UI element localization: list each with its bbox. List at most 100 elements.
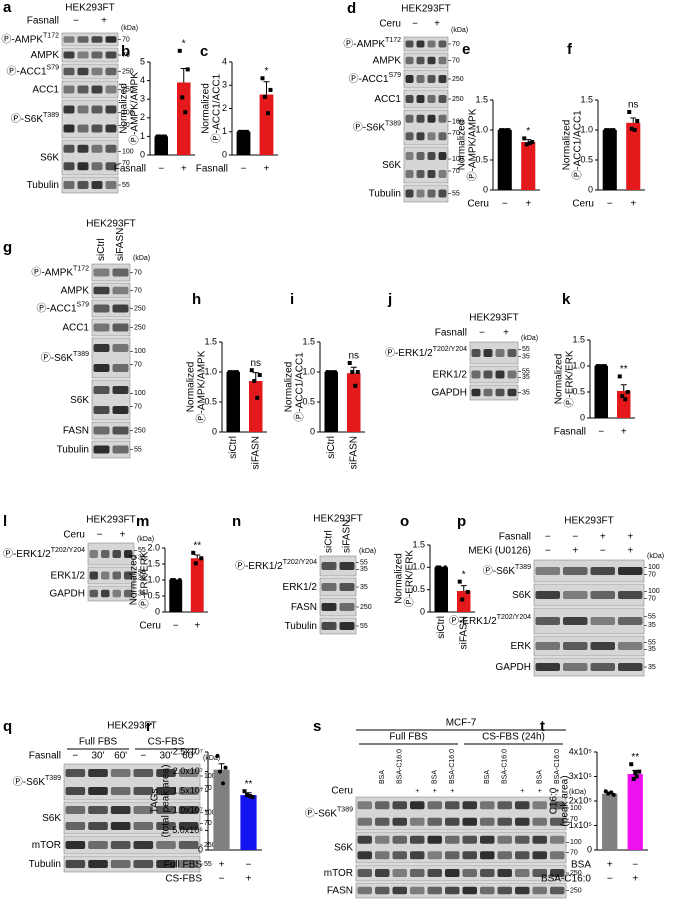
data-point [606,128,611,132]
panel-letter: o [400,513,409,530]
row-label: ERK1/2 [433,369,468,380]
protein-name: mTOR [324,868,353,879]
x-axis-label: Fasnall [196,164,228,175]
kda-marker: 35 [522,374,530,381]
x-axis-label: Ceru [572,199,594,210]
y-tick-label: 1.0 [147,574,160,584]
band [445,886,460,895]
band [532,869,547,877]
data-point [609,790,614,795]
data-point [172,578,177,582]
lane-label: BSA-C16:0 [449,749,456,784]
panel-letter: t [540,718,545,735]
y-axis-label: Ⓟ-AMPK/AMPK [196,350,208,423]
x-tick-label: + [181,164,187,175]
row-label: S6K [334,842,353,853]
band [105,51,117,59]
data-point [632,128,637,132]
band [410,817,425,826]
band [392,851,407,860]
site: T172 [73,265,89,272]
bar [259,94,274,155]
band [101,571,110,580]
bar [236,131,251,155]
band [105,85,117,94]
band [357,851,372,860]
lane-mark: − [572,532,578,543]
error-bar [620,384,627,391]
protein-name: S6K [42,813,61,824]
bar [457,591,471,612]
y-tick-label: 0 [310,426,315,436]
row-label: Tubulin [27,180,59,191]
band [427,817,442,826]
lane-mark: + [555,788,559,795]
band [93,386,110,394]
band [178,822,199,830]
data-point [617,374,622,379]
data-point [268,87,273,92]
y-axis-label: Normalized [394,553,405,604]
y-axis-label: Normalized [201,83,212,134]
protein-name: ERK [510,641,531,652]
y-tick-label: 0 [483,184,488,194]
header-label: Fasnall [29,751,61,762]
band [410,869,425,877]
kda-unit: (kDa) [133,255,150,262]
band [93,364,110,372]
row-label: Ⓟ-AMPKT172 [343,37,401,50]
row-label: FASN [291,602,317,613]
kda-marker: 35 [360,566,368,573]
kda-marker: 35 [648,622,656,629]
band [462,801,477,810]
band [563,591,588,599]
site: S79 [389,72,402,79]
lane-mark: − [545,532,551,543]
lane-mark: 60' [114,751,127,762]
row-label: S6K [40,152,59,163]
lane-label: BSA [484,770,491,784]
protein-name: Ⓟ-S6K [11,113,44,125]
condition-label: BSA-C16:0 [541,874,591,885]
header-label: Ceru [63,530,85,541]
significance: * [526,126,530,137]
band [112,571,121,580]
band [88,841,108,849]
kda-marker: 250 [452,76,464,83]
header-label: Fasnall [499,532,531,543]
protein-name: GAPDH [495,662,531,673]
panel-letter: g [3,239,12,256]
kda-marker: 100 [122,110,134,117]
band [375,886,390,895]
band [321,622,337,630]
kda-marker: 70 [134,269,142,276]
y-tick-label: 0.5 [147,590,160,600]
band [93,344,110,352]
data-point [631,776,636,781]
y-axis-label: TAGs [150,789,161,814]
y-tick-label: 4 [140,75,145,85]
lane-mark: + [503,328,509,339]
panel-letter: f [567,41,573,58]
bar [627,774,643,850]
x-tick-label: siCtrl [326,436,337,459]
y-tick-label: 2 [222,103,227,113]
band [65,806,86,814]
band [77,162,89,171]
lane-label: siCtrl [324,530,335,553]
row-label: AMPK [61,285,90,296]
row-label: Ⓟ-S6KT389 [13,775,61,788]
condition-label: Full FBS [164,860,203,871]
row-label: Ⓟ-ACC1S79 [349,72,402,85]
data-point [623,397,628,402]
kda-marker: 70 [452,130,460,137]
y-tick-label: 2.0 [147,542,160,552]
band [133,822,154,830]
header-label: Ceru [331,786,353,797]
kda-unit: (kDa) [647,553,664,560]
y-tick-label: 2.0x10⁷ [173,766,203,776]
band [438,40,447,48]
band [535,663,560,671]
y-tick-label: 0 [587,844,592,854]
kda-marker: 100 [204,810,216,817]
